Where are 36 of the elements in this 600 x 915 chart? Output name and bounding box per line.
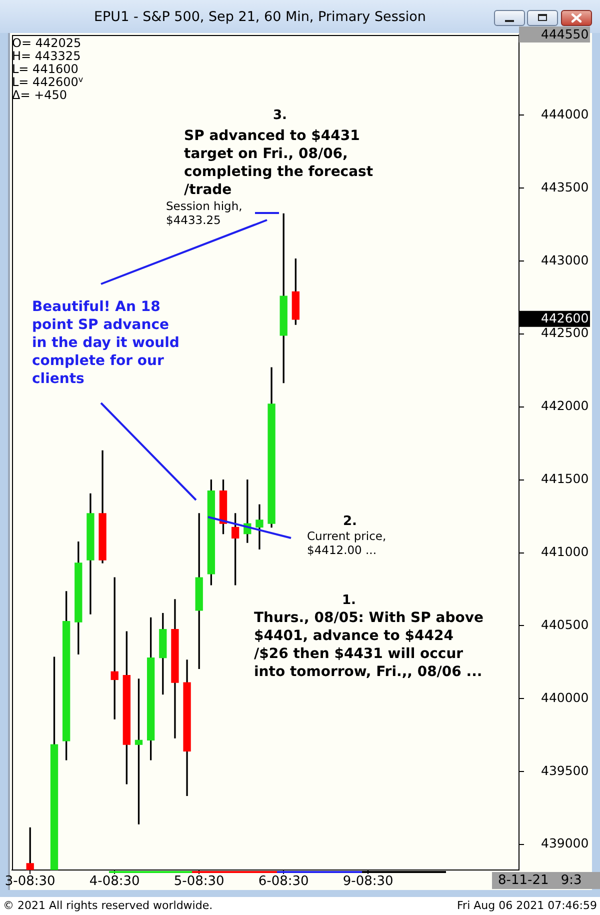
chart-title: EPU1 - S&P 500, Sep 21, 60 Min, Primary Session bbox=[93, 9, 427, 25]
annotation: L= 441600 bbox=[12, 62, 78, 76]
annotation: SP advanced to $4431 target on Fri., 08/06, completing the forecast /trade bbox=[184, 127, 374, 199]
annotation: Session high, $4433.25 bbox=[166, 199, 244, 227]
text: 8-11-21 9:3 bbox=[492, 872, 600, 889]
annotation: Current price, $4412.00 ... bbox=[307, 529, 388, 557]
x-tick-label: 4-08:30 bbox=[89, 874, 140, 890]
y-tick-label: 439000 bbox=[541, 836, 589, 851]
annotation: 3. bbox=[272, 108, 288, 123]
annotation: L= 442600$^{v}$ bbox=[12, 75, 84, 89]
y-tick-label: 440000 bbox=[541, 690, 589, 705]
annotation: 1. bbox=[341, 593, 357, 608]
annotation: Beautiful! An 18 point SP advance in the day it would complete for our clients bbox=[32, 298, 180, 388]
y-tick-label: 441000 bbox=[541, 544, 589, 560]
annotation: O= 442025 bbox=[12, 36, 82, 50]
annotation: 2. bbox=[342, 514, 358, 529]
y-tick-label: 442000 bbox=[541, 398, 589, 414]
y-tick-label: 442600 bbox=[541, 310, 589, 326]
y-tick-label: 444550 bbox=[541, 26, 589, 42]
y-tick-label: 442500 bbox=[541, 325, 589, 340]
y-tick-label: 443000 bbox=[541, 252, 589, 268]
x-tick-label: 3-08:30 bbox=[4, 874, 56, 890]
annotation: Δ= +450 bbox=[12, 88, 68, 102]
annotation: H= 443325 bbox=[12, 49, 81, 63]
y-tick-label: 443500 bbox=[541, 179, 589, 194]
x-tick-label: 9-08:30 bbox=[342, 874, 394, 890]
text: © 2021 All rights reserved worldwide. bbox=[3, 899, 213, 913]
x-tick-label: 5-08:30 bbox=[174, 874, 224, 890]
x-tick-label: 6-08:30 bbox=[258, 874, 309, 890]
candlestick bbox=[256, 504, 264, 550]
y-tick-label: 441500 bbox=[541, 471, 589, 486]
text: Fri Aug 06 2021 07:46:59 bbox=[457, 899, 597, 913]
y-tick-label: 439500 bbox=[541, 762, 589, 778]
annotation: Thurs., 08/05: With SP above $4401, advance to $4424 /$26 then $4431 will occur into tomorrow, Fri.,, 08/06 ... bbox=[254, 609, 484, 681]
y-tick-label: 440500 bbox=[541, 616, 589, 632]
y-tick-label: 444000 bbox=[541, 106, 589, 122]
